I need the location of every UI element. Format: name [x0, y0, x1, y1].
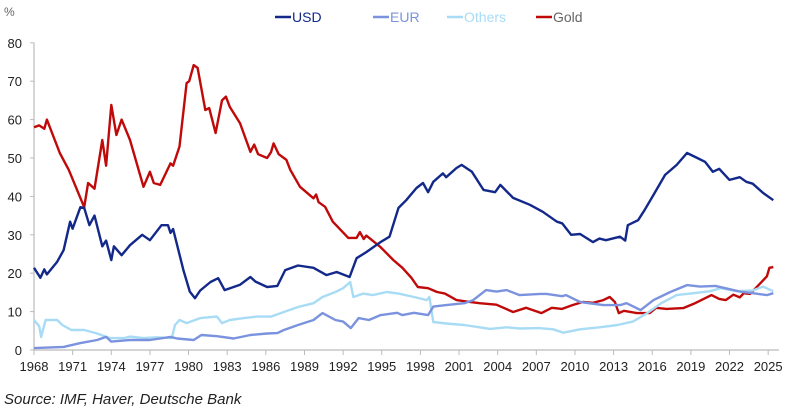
legend-label-gold: Gold [553, 9, 583, 25]
y-tick-label: 0 [15, 343, 22, 358]
y-tick-label: 80 [8, 36, 22, 51]
x-tick-label: 2013 [599, 359, 628, 374]
x-tick-label: 2010 [560, 359, 589, 374]
legend-label-others: Others [464, 9, 506, 25]
y-tick-label: 40 [8, 189, 22, 204]
series-line-eur [33, 283, 774, 350]
x-tick-label: 2016 [638, 359, 667, 374]
y-tick-label: 10 [8, 305, 22, 320]
source-note: Source: IMF, Haver, Deutsche Bank [4, 391, 242, 408]
x-tick-label: 1992 [329, 359, 358, 374]
series-line-usd [32, 151, 774, 300]
series-lines [32, 63, 774, 350]
x-tick-label: 1980 [174, 359, 203, 374]
y-tick-label: 30 [8, 228, 22, 243]
axes: 0 10 20 30 40 50 60 70 80 1968 1971 1974 1977 1980 198… [8, 36, 783, 374]
legend-label-usd: USD [292, 9, 322, 25]
x-tick-label: 2001 [445, 359, 474, 374]
x-tick-label: 1977 [135, 359, 164, 374]
y-axis-unit: % [4, 5, 15, 19]
y-tick-label: 60 [8, 113, 22, 128]
legend-label-eur: EUR [390, 9, 420, 25]
y-tick-label: 20 [8, 266, 22, 281]
x-tick-label: 1989 [290, 359, 319, 374]
x-tick-label: 1983 [213, 359, 242, 374]
x-tick-label: 1998 [406, 359, 435, 374]
x-tick-label: 1968 [20, 359, 49, 374]
y-tick-label: 50 [8, 151, 22, 166]
x-tick-label: 2022 [715, 359, 744, 374]
x-tick-label: 2004 [483, 359, 512, 374]
x-tick-label: 1986 [251, 359, 280, 374]
x-tick-label: 1995 [367, 359, 396, 374]
x-tick-label: 2019 [676, 359, 705, 374]
x-tick-label: 2007 [522, 359, 551, 374]
x-tick-label: 2025 [754, 359, 783, 374]
x-tick-label: 1971 [58, 359, 87, 374]
y-tick-label: 70 [8, 74, 22, 89]
legend: USD EUR Others Gold [275, 9, 583, 25]
x-tick-label: 1974 [97, 359, 126, 374]
series-line-others [33, 280, 774, 340]
series-line-gold [33, 63, 774, 315]
